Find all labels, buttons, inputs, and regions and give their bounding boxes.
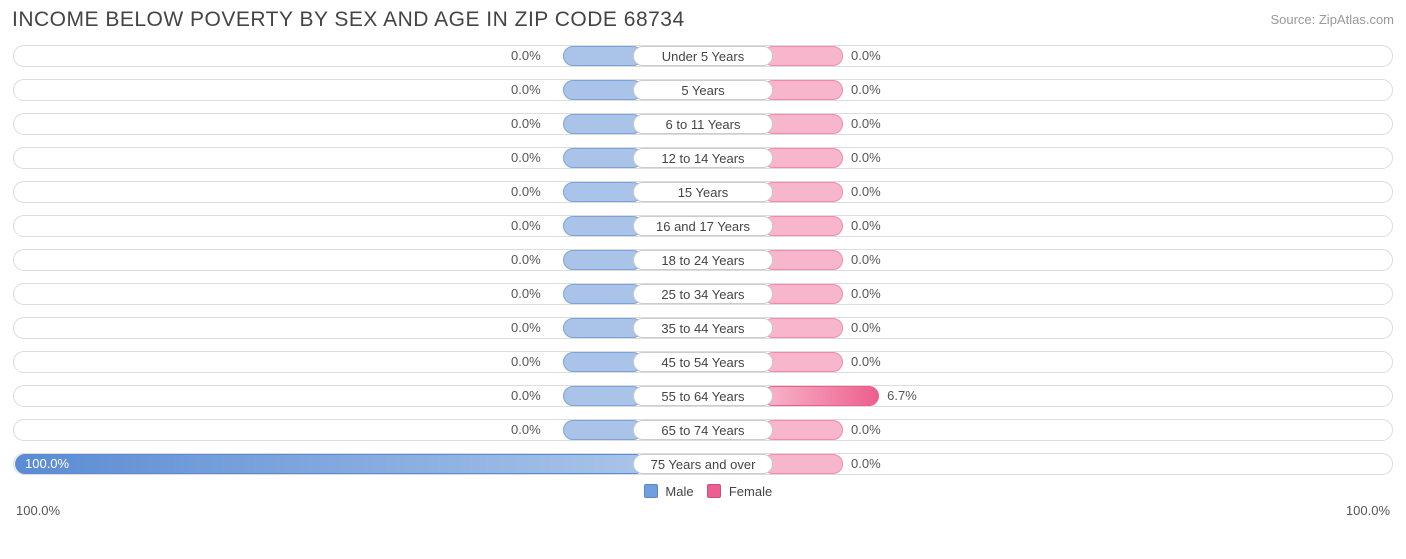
legend-label-female: Female xyxy=(729,484,772,499)
male-bar xyxy=(563,420,643,440)
chart-row: 25 to 34 Years 0.0% 0.0% xyxy=(13,280,1393,308)
male-bar xyxy=(563,386,643,406)
axis-right-label: 100.0% xyxy=(1346,503,1390,518)
female-value-label: 0.0% xyxy=(851,422,881,437)
legend-swatch-male xyxy=(644,484,658,498)
male-value-label: 0.0% xyxy=(511,150,541,165)
female-value-label: 0.0% xyxy=(851,82,881,97)
category-label: 55 to 64 Years xyxy=(633,386,773,406)
male-bar xyxy=(563,216,643,236)
female-bar xyxy=(763,352,843,372)
female-value-label: 0.0% xyxy=(851,48,881,63)
legend: Male Female xyxy=(12,484,1394,499)
category-label: 65 to 74 Years xyxy=(633,420,773,440)
category-label: 25 to 34 Years xyxy=(633,284,773,304)
legend-label-male: Male xyxy=(665,484,693,499)
category-label: 15 Years xyxy=(633,182,773,202)
category-label: 16 and 17 Years xyxy=(633,216,773,236)
male-bar xyxy=(563,182,643,202)
chart-row: 75 Years and over 100.0% 0.0% xyxy=(13,450,1393,478)
female-bar xyxy=(763,318,843,338)
female-value-label: 0.0% xyxy=(851,354,881,369)
male-value-label: 0.0% xyxy=(511,388,541,403)
category-label: 45 to 54 Years xyxy=(633,352,773,372)
male-value-label: 100.0% xyxy=(25,456,69,471)
chart-area: Under 5 Years0.0%0.0%5 Years0.0%0.0%6 to… xyxy=(13,42,1393,478)
axis-left-label: 100.0% xyxy=(16,503,60,518)
female-bar xyxy=(763,284,843,304)
female-bar xyxy=(763,46,843,66)
male-value-label: 0.0% xyxy=(511,286,541,301)
male-value-label: 0.0% xyxy=(511,184,541,199)
female-bar xyxy=(763,454,843,474)
category-label: 6 to 11 Years xyxy=(633,114,773,134)
male-bar xyxy=(563,250,643,270)
female-bar xyxy=(763,216,843,236)
female-value-label: 6.7% xyxy=(887,388,917,403)
chart-row: 16 and 17 Years 0.0% 0.0% xyxy=(13,212,1393,240)
chart-title: INCOME BELOW POVERTY BY SEX AND AGE IN Z… xyxy=(12,8,685,32)
male-value-label: 0.0% xyxy=(511,218,541,233)
female-bar xyxy=(763,182,843,202)
category-label: 5 Years xyxy=(633,80,773,100)
female-bar xyxy=(763,148,843,168)
category-label: 75 Years and over xyxy=(633,454,773,474)
male-value-label: 0.0% xyxy=(511,320,541,335)
male-bar xyxy=(563,114,643,134)
male-bar xyxy=(563,148,643,168)
male-value-label: 0.0% xyxy=(511,82,541,97)
female-value-label: 0.0% xyxy=(851,116,881,131)
female-value-label: 0.0% xyxy=(851,320,881,335)
category-label: 12 to 14 Years xyxy=(633,148,773,168)
male-value-label: 0.0% xyxy=(511,48,541,63)
female-value-label: 0.0% xyxy=(851,252,881,267)
chart-row: 55 to 64 Years 0.0% 6.7% xyxy=(13,382,1393,410)
female-bar xyxy=(763,386,879,406)
chart-row: 12 to 14 Years 0.0% 0.0% xyxy=(13,144,1393,172)
female-value-label: 0.0% xyxy=(851,218,881,233)
chart-row: 18 to 24 Years 0.0% 0.0% xyxy=(13,246,1393,274)
female-bar xyxy=(763,250,843,270)
male-bar xyxy=(563,352,643,372)
chart-source: Source: ZipAtlas.com xyxy=(1270,12,1394,27)
male-value-label: 0.0% xyxy=(511,252,541,267)
female-value-label: 0.0% xyxy=(851,286,881,301)
chart-row: 15 Years 0.0% 0.0% xyxy=(13,178,1393,206)
chart-row: 5 Years 0.0% 0.0% xyxy=(13,76,1393,104)
female-bar xyxy=(763,80,843,100)
female-value-label: 0.0% xyxy=(851,150,881,165)
female-value-label: 0.0% xyxy=(851,456,881,471)
category-label: 35 to 44 Years xyxy=(633,318,773,338)
male-value-label: 0.0% xyxy=(511,422,541,437)
male-value-label: 0.0% xyxy=(511,116,541,131)
male-value-label: 0.0% xyxy=(511,354,541,369)
chart-row: Under 5 Years 0.0% 0.0% xyxy=(13,42,1393,70)
male-bar xyxy=(563,284,643,304)
chart-row: 6 to 11 Years 0.0% 0.0% xyxy=(13,110,1393,138)
legend-swatch-female xyxy=(707,484,721,498)
category-label: Under 5 Years xyxy=(633,46,773,66)
chart-row: 65 to 74 Years 0.0% 0.0% xyxy=(13,416,1393,444)
female-bar xyxy=(763,420,843,440)
female-bar xyxy=(763,114,843,134)
female-value-label: 0.0% xyxy=(851,184,881,199)
male-bar xyxy=(15,454,645,474)
chart-row: 45 to 54 Years 0.0% 0.0% xyxy=(13,348,1393,376)
male-bar xyxy=(563,46,643,66)
male-bar xyxy=(563,318,643,338)
male-bar xyxy=(563,80,643,100)
x-axis: 100.0% 100.0% xyxy=(12,503,1394,518)
category-label: 18 to 24 Years xyxy=(633,250,773,270)
chart-container: INCOME BELOW POVERTY BY SEX AND AGE IN Z… xyxy=(0,0,1406,530)
chart-row: 35 to 44 Years 0.0% 0.0% xyxy=(13,314,1393,342)
header: INCOME BELOW POVERTY BY SEX AND AGE IN Z… xyxy=(12,8,1394,32)
